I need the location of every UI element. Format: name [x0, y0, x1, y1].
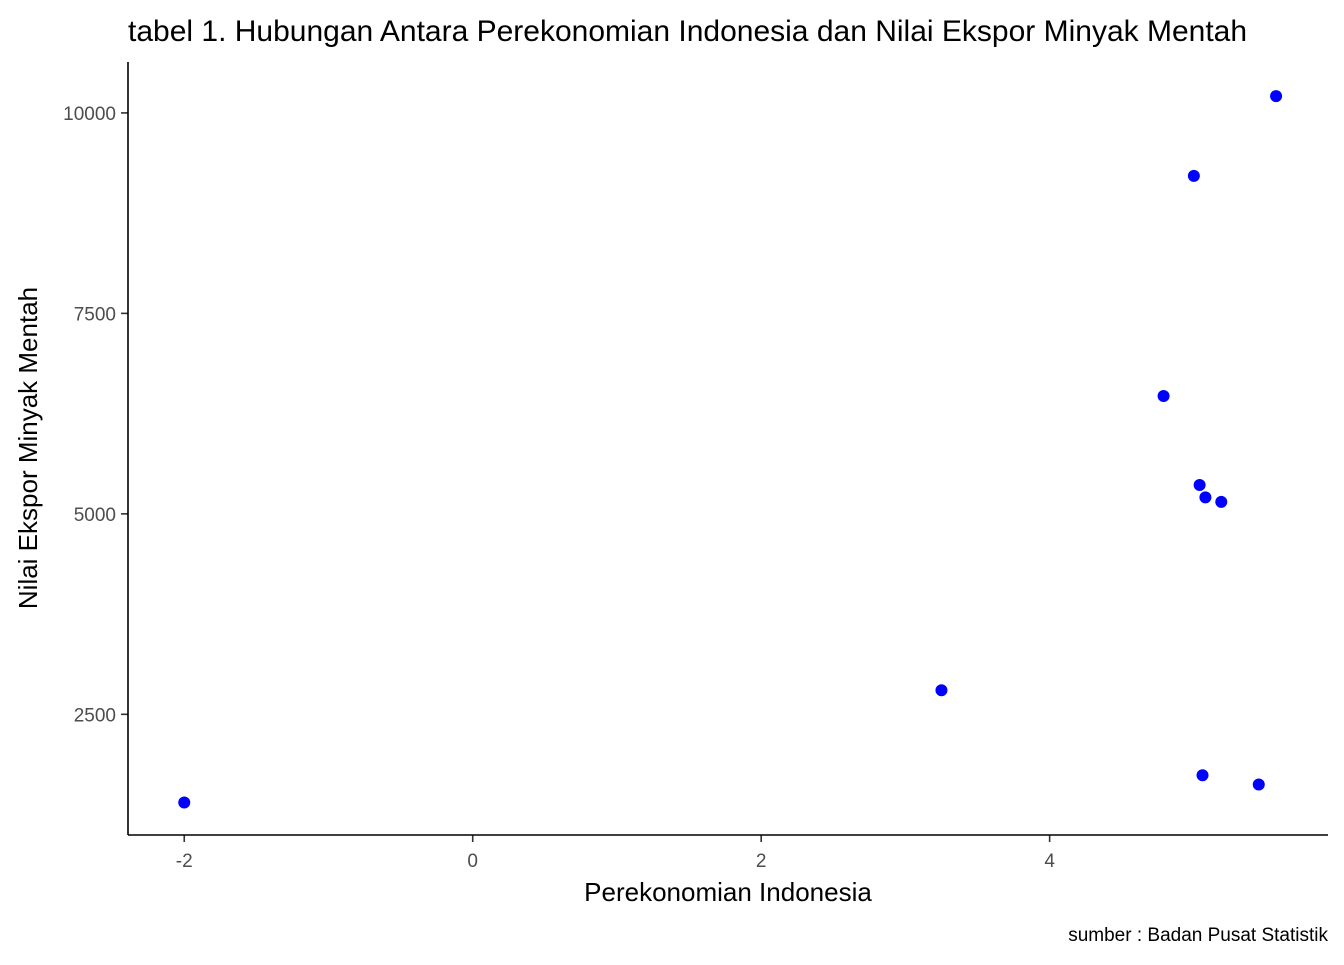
y-axis-ticks: 2500 5000 7500 10000 [63, 104, 128, 726]
data-point [1157, 389, 1170, 402]
data-point [1215, 495, 1228, 508]
data-point [935, 684, 948, 697]
data-point [1193, 478, 1206, 491]
x-tick-label: -2 [176, 851, 193, 872]
data-points [178, 90, 1283, 809]
y-axis-title: Nilai Ekspor Minyak Mentah [13, 287, 43, 609]
x-tick-label: 4 [1044, 851, 1055, 872]
y-tick-label: 10000 [63, 104, 116, 125]
y-tick-label: 7500 [74, 304, 116, 325]
data-point [1270, 90, 1283, 103]
x-axis-title: Perekonomian Indonesia [584, 877, 872, 907]
data-point [1199, 491, 1212, 504]
x-tick-label: 0 [467, 851, 478, 872]
x-axis-ticks: -2 0 2 4 [176, 835, 1055, 872]
chart-title: tabel 1. Hubungan Antara Perekonomian In… [128, 15, 1247, 48]
y-tick-label: 5000 [74, 505, 116, 526]
x-tick-label: 2 [756, 851, 767, 872]
y-tick-label: 2500 [74, 705, 116, 726]
data-point [1187, 169, 1200, 182]
data-point [1252, 778, 1265, 791]
data-point [1196, 769, 1209, 782]
data-point [178, 796, 191, 809]
source-caption: sumber : Badan Pusat Statistik [1068, 925, 1328, 946]
